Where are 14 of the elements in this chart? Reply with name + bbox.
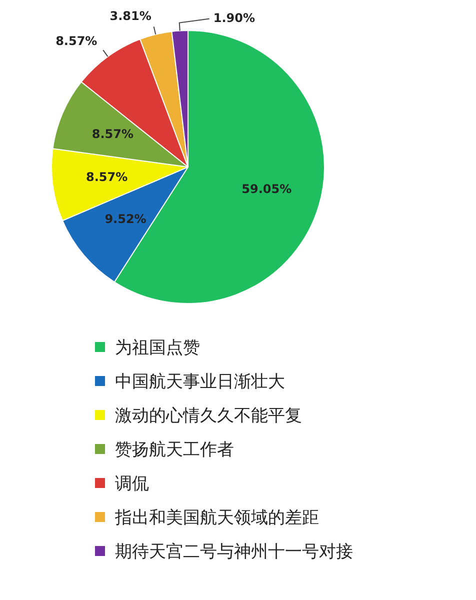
data-label: 8.57% (56, 34, 98, 48)
data-label: 9.52% (104, 212, 146, 226)
data-label: 59.05% (242, 182, 292, 196)
legend-label: 赞扬航天工作者 (115, 438, 234, 460)
legend-label: 为祖国点赞 (115, 336, 200, 358)
legend-label: 激动的心情久久不能平复 (115, 404, 302, 426)
data-label: 1.90% (213, 10, 256, 25)
legend-label: 中国航天事业日渐壮大 (115, 370, 285, 392)
legend-label: 指出和美国航天领域的差距 (115, 506, 319, 528)
data-label: 3.81% (110, 9, 152, 24)
legend-label: 期待天宫二号与神州十一号对接 (115, 540, 353, 562)
legend-label: 调侃 (115, 472, 149, 494)
data-label: 8.57% (92, 126, 134, 141)
data-label: 8.57% (86, 170, 128, 184)
